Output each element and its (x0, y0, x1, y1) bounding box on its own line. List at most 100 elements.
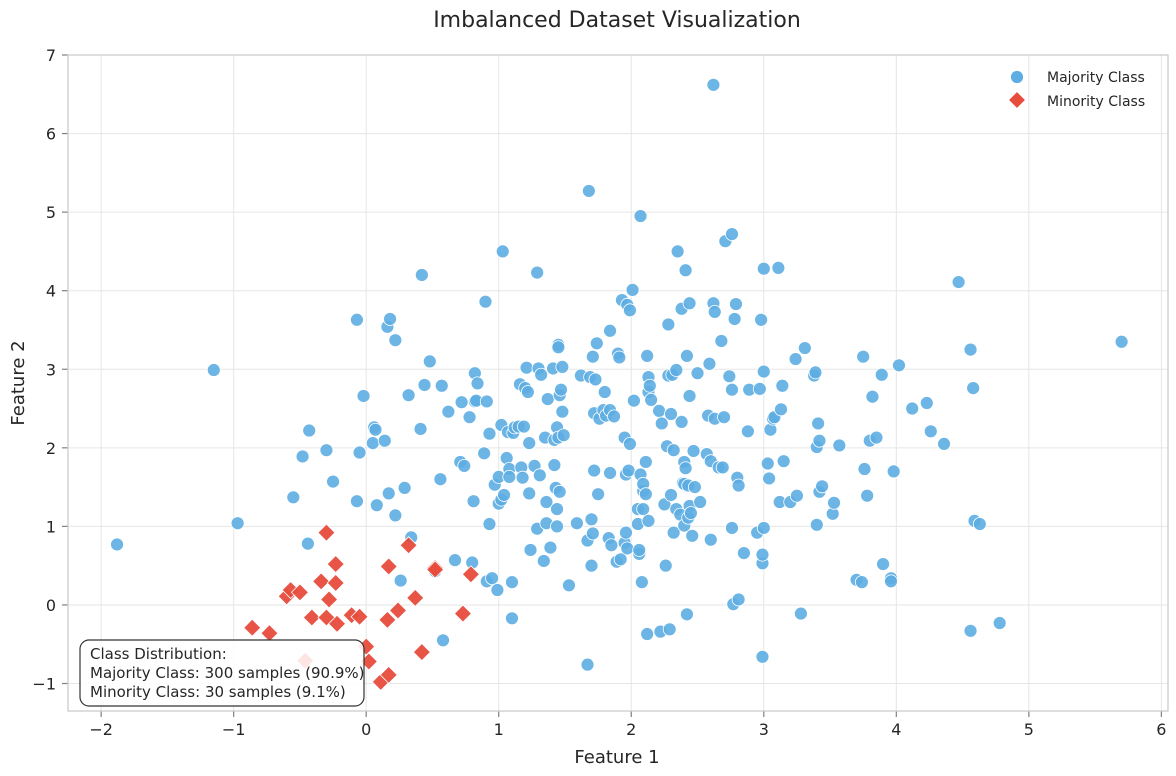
majority-point (756, 261, 771, 276)
minority-point (260, 624, 279, 643)
majority-point (607, 409, 621, 424)
majority-point (388, 508, 403, 523)
y-tick-label: 2 (46, 439, 56, 458)
majority-point (963, 623, 978, 638)
majority-point (664, 488, 678, 502)
majority-point (737, 546, 751, 560)
majority-point (612, 350, 627, 365)
majority-point (581, 184, 596, 198)
majority-point (413, 422, 428, 436)
majority-point (812, 433, 827, 448)
minority-point (461, 565, 480, 584)
majority-point (457, 458, 472, 473)
minority-point (406, 588, 425, 607)
majority-point (640, 627, 655, 641)
majority-point (555, 359, 570, 374)
minority-point (312, 572, 331, 591)
minority-point (317, 523, 336, 542)
majority-point (641, 513, 656, 528)
majority-point (776, 454, 791, 469)
majority-point (678, 263, 693, 278)
majority-point (674, 414, 689, 429)
majority-point (110, 537, 124, 552)
majority-point (755, 547, 770, 562)
majority-point (422, 354, 437, 369)
majority-point (532, 468, 547, 483)
majority-point (485, 571, 499, 586)
majority-point (326, 474, 340, 489)
majority-point (717, 410, 731, 425)
majority-point (666, 443, 681, 458)
majority-point (760, 456, 775, 471)
majority-point (470, 376, 485, 391)
majority-point (788, 352, 803, 366)
majority-point (550, 519, 564, 534)
majority-point (874, 367, 889, 382)
majority-point (623, 436, 637, 451)
majority-point (937, 436, 951, 451)
majority-point (552, 484, 567, 499)
majority-point (448, 553, 462, 568)
majority-point (682, 389, 697, 403)
majority-point (554, 382, 568, 397)
majority-point (589, 336, 604, 351)
majority-point (482, 426, 497, 441)
y-tick-label: 4 (46, 282, 56, 301)
majority-point (523, 543, 538, 557)
majority-point (670, 244, 685, 259)
majority-point (682, 296, 697, 311)
majority-point (755, 649, 770, 664)
majority-point (286, 490, 301, 505)
majority-point (441, 404, 456, 419)
majority-point (555, 404, 570, 419)
minority-point (302, 608, 321, 627)
majority-point (905, 401, 920, 416)
majority-point (584, 512, 599, 527)
majority-point (729, 297, 743, 311)
majority-point (522, 486, 537, 501)
majority-point (702, 356, 717, 371)
x-tick-label: −1 (222, 720, 246, 739)
majority-point (381, 486, 396, 501)
majority-point (725, 521, 739, 535)
minority-point (399, 536, 418, 555)
majority-point (300, 536, 315, 551)
majority-point (547, 458, 562, 472)
majority-point (808, 365, 823, 380)
majority-point (731, 592, 746, 607)
majority-point (762, 471, 776, 486)
majority-point (707, 305, 722, 319)
majority-point (652, 403, 666, 418)
annotation-line-2: Majority Class: 300 samples (90.9%) (90, 664, 365, 682)
majority-point (714, 334, 729, 348)
majority-point (206, 363, 221, 377)
x-tick-label: 6 (1156, 720, 1166, 739)
majority-point (502, 469, 517, 484)
annotation-line-1: Class Distribution: (90, 645, 227, 663)
x-tick-label: 2 (626, 720, 636, 739)
majority-point (562, 578, 576, 593)
majority-point (536, 554, 551, 568)
majority-point (580, 657, 595, 672)
majority-point (876, 557, 890, 571)
minority-point (453, 604, 472, 623)
majority-point (505, 611, 519, 626)
majority-point (401, 388, 416, 403)
majority-point (658, 558, 673, 573)
majority-point (725, 382, 739, 397)
y-tick-label: 5 (46, 203, 56, 222)
majority-point (815, 479, 829, 494)
majority-point (540, 392, 555, 407)
majority-point (603, 466, 617, 480)
majority-point (869, 430, 884, 445)
minority-class-points (243, 523, 480, 691)
majority-point (703, 532, 718, 547)
y-axis-label: Feature 2 (8, 340, 29, 425)
y-tick-label: 7 (46, 46, 56, 65)
majority-point (725, 227, 739, 242)
majority-point (680, 607, 694, 622)
majority-point (530, 265, 545, 280)
legend: Majority Class Minority Class (1007, 70, 1145, 110)
majority-point (966, 381, 981, 396)
